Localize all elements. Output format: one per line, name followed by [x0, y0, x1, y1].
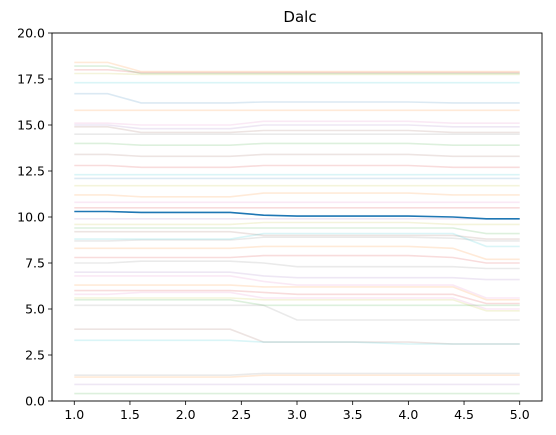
background-series-line-35	[74, 297, 520, 312]
x-tick-label: 4.0	[398, 407, 418, 422]
background-series-line-32	[74, 284, 520, 301]
background-series-line-26	[74, 232, 520, 248]
background-series-line-3	[74, 69, 520, 74]
x-tick-label: 1.0	[64, 407, 84, 422]
y-tick-label: 2.5	[25, 348, 45, 363]
background-series-group	[74, 61, 520, 395]
x-tick-label: 2.0	[176, 407, 196, 422]
chart-title: Dalc	[283, 8, 316, 26]
x-axis: 1.0 1.5 2.0 2.5 3.0 3.5 4.0 4.5 5.0	[64, 401, 530, 422]
background-series-line-18	[74, 192, 520, 198]
y-tick-label: 12.5	[17, 164, 45, 179]
background-series-line-22	[74, 221, 520, 226]
background-series-line-11	[74, 120, 520, 126]
background-series-line-41	[74, 374, 520, 378]
y-tick-label: 0.0	[25, 394, 45, 409]
x-tick-label: 4.5	[454, 407, 474, 422]
background-series-line-4	[74, 72, 520, 76]
x-tick-label: 5.0	[510, 407, 530, 422]
background-series-line-38	[74, 328, 520, 345]
y-tick-label: 15.0	[17, 118, 45, 133]
background-series-line-25	[74, 236, 520, 242]
background-series-line-23	[74, 227, 520, 235]
y-tick-label: 5.0	[25, 302, 45, 317]
background-series-line-30	[74, 271, 520, 281]
background-series-line-33	[74, 289, 520, 305]
background-series-line-14	[74, 164, 520, 169]
y-tick-label: 10.0	[17, 210, 45, 225]
background-series-line-2	[74, 65, 520, 75]
y-tick-label: 17.5	[17, 72, 45, 87]
background-series-line-34	[74, 291, 520, 310]
background-series-line-24	[74, 230, 520, 240]
background-series-line-31	[74, 275, 520, 299]
background-series-line-29	[74, 260, 520, 270]
background-series-line-36	[74, 298, 520, 307]
highlight-series-group	[74, 210, 520, 220]
background-series-line-9	[74, 126, 520, 134]
background-series-line-12	[74, 142, 520, 146]
background-series-line-13	[74, 153, 520, 158]
highlight-series-line	[74, 210, 520, 220]
background-series-line-39	[74, 339, 520, 345]
background-series-line-27	[74, 245, 520, 261]
background-series-line-8	[74, 124, 520, 130]
background-series-line-37	[74, 304, 520, 321]
x-tick-label: 3.0	[287, 407, 307, 422]
y-tick-label: 20.0	[17, 26, 45, 41]
background-series-line-6	[74, 92, 520, 104]
background-series-line-28	[74, 254, 520, 264]
x-tick-label: 1.5	[120, 407, 140, 422]
x-tick-label: 2.5	[231, 407, 251, 422]
x-tick-label: 3.5	[343, 407, 363, 422]
y-tick-label: 7.5	[25, 256, 45, 271]
background-series-line-1	[74, 61, 520, 73]
y-axis: 0.0 2.5 5.0 7.5 10.0 12.5 15.0 17.5 20.0	[17, 26, 52, 409]
background-series-line-40	[74, 372, 520, 377]
